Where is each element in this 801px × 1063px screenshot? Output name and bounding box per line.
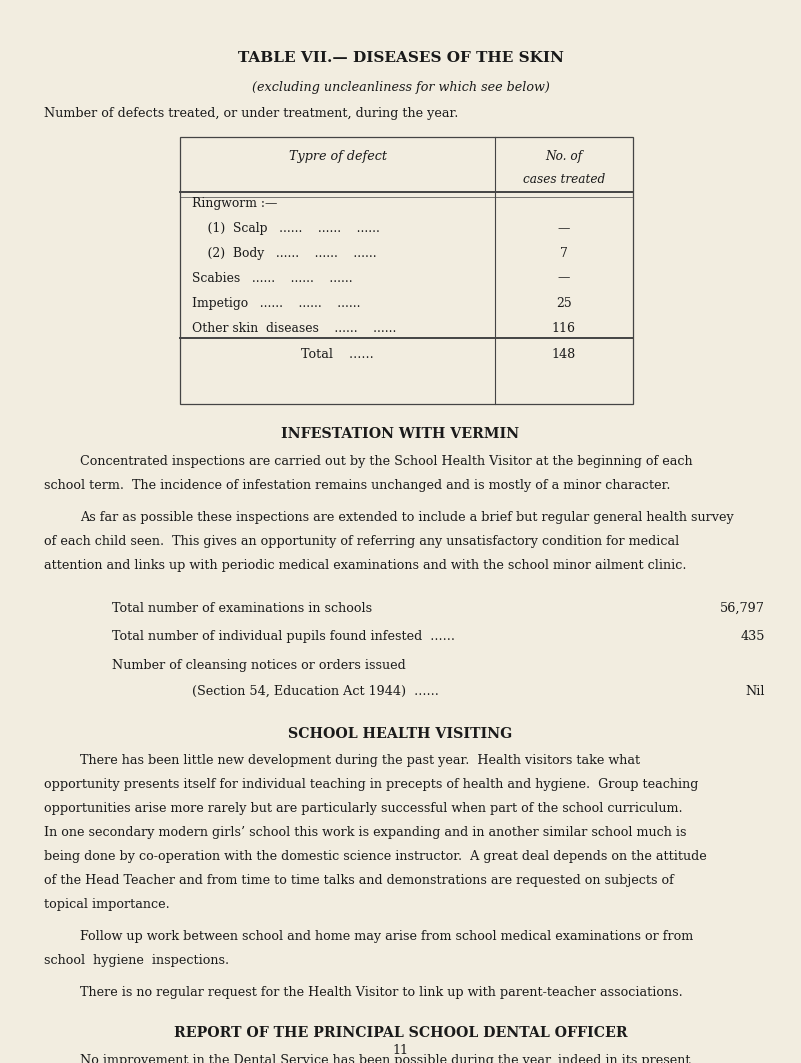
Text: Concentrated inspections are carried out by the School Health Visitor at the beg: Concentrated inspections are carried out… — [80, 455, 693, 468]
Text: TABLE VII.— DISEASES OF THE SKIN: TABLE VII.— DISEASES OF THE SKIN — [238, 51, 563, 65]
Text: There is no regular request for the Health Visitor to link up with parent-teache: There is no regular request for the Heal… — [80, 986, 682, 999]
Text: Follow up work between school and home may arise from school medical examination: Follow up work between school and home m… — [80, 930, 694, 943]
Text: of the Head Teacher and from time to time talks and demonstrations are requested: of the Head Teacher and from time to tim… — [44, 874, 674, 887]
Text: school  hygiene  inspections.: school hygiene inspections. — [44, 955, 229, 967]
Text: As far as possible these inspections are extended to include a brief but regular: As far as possible these inspections are… — [80, 511, 734, 524]
Text: Number of defects treated, or under treatment, during the year.: Number of defects treated, or under trea… — [44, 107, 458, 120]
Text: No improvement in the Dental Service has been possible during the year, indeed i: No improvement in the Dental Service has… — [80, 1054, 690, 1063]
Text: (Section 54, Education Act 1944)  ......: (Section 54, Education Act 1944) ...... — [192, 685, 439, 697]
Text: —: — — [557, 222, 570, 235]
Text: 148: 148 — [552, 349, 576, 361]
Text: Total number of examinations in schools: Total number of examinations in schools — [112, 603, 372, 615]
Bar — [180, 137, 633, 404]
Text: —: — — [557, 272, 570, 285]
Text: (1)  Scalp   ......    ......    ......: (1) Scalp ...... ...... ...... — [192, 222, 380, 235]
Text: Total    ......: Total ...... — [301, 349, 374, 361]
Text: (2)  Body   ......    ......    ......: (2) Body ...... ...... ...... — [192, 247, 376, 259]
Text: 116: 116 — [552, 321, 576, 335]
Text: school term.  The incidence of infestation remains unchanged and is mostly of a : school term. The incidence of infestatio… — [44, 479, 670, 492]
Text: 56,797: 56,797 — [720, 603, 765, 615]
Text: REPORT OF THE PRINCIPAL SCHOOL DENTAL OFFICER: REPORT OF THE PRINCIPAL SCHOOL DENTAL OF… — [174, 1027, 627, 1041]
Text: attention and links up with periodic medical examinations and with the school mi: attention and links up with periodic med… — [44, 559, 686, 572]
Text: opportunity presents itself for individual teaching in precepts of health and hy: opportunity presents itself for individu… — [44, 778, 698, 791]
Text: INFESTATION WITH VERMIN: INFESTATION WITH VERMIN — [281, 427, 520, 441]
Text: 435: 435 — [740, 630, 765, 643]
Text: No. of: No. of — [545, 150, 582, 163]
Text: Number of cleansing notices or orders issued: Number of cleansing notices or orders is… — [112, 659, 406, 672]
Text: cases treated: cases treated — [523, 173, 605, 186]
Text: Ringworm :—: Ringworm :— — [192, 197, 278, 209]
Text: of each child seen.  This gives an opportunity of referring any unsatisfactory c: of each child seen. This gives an opport… — [44, 536, 679, 549]
Text: Other skin  diseases    ......    ......: Other skin diseases ...... ...... — [192, 321, 396, 335]
Text: (excluding uncleanliness for which see below): (excluding uncleanliness for which see b… — [252, 81, 549, 94]
Text: being done by co-operation with the domestic science instructor.  A great deal d: being done by co-operation with the dome… — [44, 850, 706, 863]
Text: 11: 11 — [392, 1044, 409, 1057]
Text: opportunities arise more rarely but are particularly successful when part of the: opportunities arise more rarely but are … — [44, 803, 682, 815]
Text: In one secondary modern girls’ school this work is expanding and in another simi: In one secondary modern girls’ school th… — [44, 826, 686, 839]
Text: Impetigo   ......    ......    ......: Impetigo ...... ...... ...... — [192, 297, 360, 309]
Text: 25: 25 — [556, 297, 572, 309]
Text: topical importance.: topical importance. — [44, 898, 170, 911]
Text: Total number of individual pupils found infested  ......: Total number of individual pupils found … — [112, 630, 455, 643]
Text: SCHOOL HEALTH VISITING: SCHOOL HEALTH VISITING — [288, 727, 513, 741]
Text: Scabies   ......    ......    ......: Scabies ...... ...... ...... — [192, 272, 353, 285]
Text: There has been little new development during the past year.  Health visitors tak: There has been little new development du… — [80, 755, 640, 767]
Text: Nil: Nil — [746, 685, 765, 697]
Text: 7: 7 — [560, 247, 568, 259]
Text: Typre of defect: Typre of defect — [288, 150, 387, 163]
